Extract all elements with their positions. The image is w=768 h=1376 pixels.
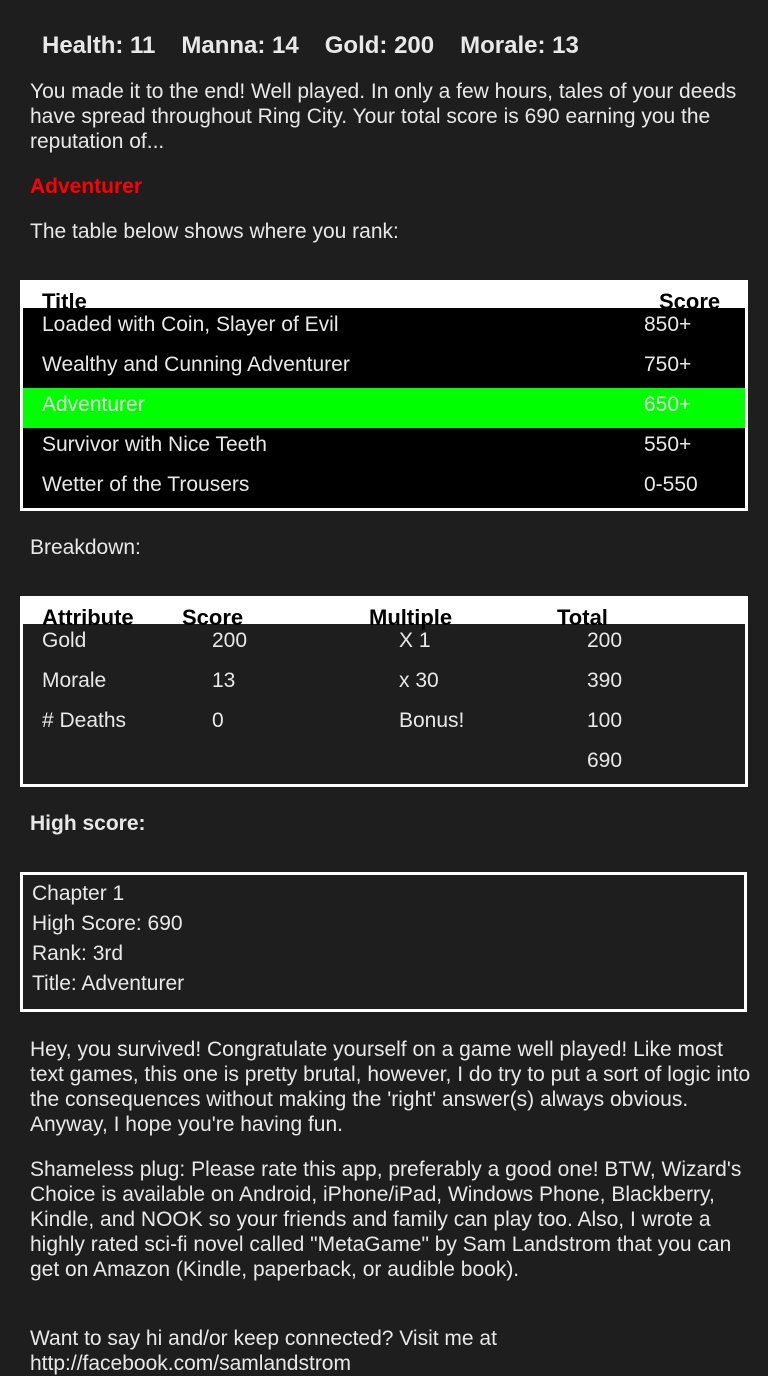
header-multiple: Multiple [369,605,453,630]
rank-title: Wealthy and Cunning Adventurer [42,353,350,376]
rank-score: 750+ [644,353,692,376]
breakdown-total: 390 [587,669,623,692]
table-intro: The table below shows where you rank: [30,220,399,243]
manna-stat: Manna: 14 [181,32,299,59]
rank-title: Survivor with Nice Teeth [42,433,267,456]
high-score-chapter: Chapter 1 [32,882,125,905]
breakdown-attribute: Morale [42,669,107,692]
breakdown-label: Breakdown: [30,536,141,559]
high-score-value: High Score: 690 [32,912,183,935]
stats-bar: Health: 11 Manna: 14 Gold: 200 Morale: 13 [42,33,605,58]
breakdown-score: 13 [212,669,236,692]
high-score-title: Title: Adventurer [32,972,185,995]
rank-row: Survivor with Nice Teeth 550+ [23,428,745,468]
breakdown-score: 200 [212,629,248,652]
rank-score: 850+ [644,313,692,336]
rank-title: Adventurer [42,393,145,416]
high-score-rank: Rank: 3rd [32,942,124,965]
rank-title: Loaded with Coin, Slayer of Evil [42,313,339,336]
rank-row: Wealthy and Cunning Adventurer 750+ [23,348,745,388]
plug-paragraph: Shameless plug: Please rate this app, pr… [30,1158,742,1281]
breakdown-row: 690 [23,744,745,784]
high-score-box: Chapter 1 High Score: 690 Rank: 3rd Titl… [20,872,747,1012]
breakdown-multiple: X 1 [399,629,431,652]
breakdown-attribute: Gold [42,629,87,652]
survived-paragraph: Hey, you survived! Congratulate yourself… [30,1038,751,1136]
reputation-title: Adventurer [30,175,143,198]
rank-row: Loaded with Coin, Slayer of Evil 850+ [23,308,745,348]
breakdown-table-header: Attribute Score Multiple Total [23,599,745,630]
rank-row: Wetter of the Trousers 0-550 [23,468,745,508]
breakdown-total: 690 [587,749,623,772]
breakdown-total: 100 [587,709,623,732]
breakdown-score: 0 [212,709,224,732]
rank-table: Title Score Loaded with Coin, Slayer of … [20,280,748,511]
intro-text: You made it to the end! Well played. In … [30,80,737,153]
high-score-label: High score: [30,812,146,835]
breakdown-total: 200 [587,629,623,652]
rank-table-header: Title Score [23,283,745,314]
rank-title: Wetter of the Trousers [42,473,250,496]
gold-stat: Gold: 200 [324,32,435,59]
rank-score: 650+ [644,393,692,416]
morale-stat: Morale: 13 [460,32,579,59]
rank-score: 550+ [644,433,692,456]
breakdown-table: Attribute Score Multiple Total Gold 200 X … [20,596,748,787]
breakdown-row: Gold 200 X 1 200 [23,624,745,664]
breakdown-row: Morale 13 x 30 390 [23,664,745,704]
rank-score: 0-550 [644,473,698,496]
breakdown-attribute: # Deaths [42,709,127,732]
header-score: Score [182,605,244,630]
header-attribute: Attribute [42,605,134,630]
contact-paragraph: Want to say hi and/or keep connected? Vi… [30,1327,497,1375]
breakdown-multiple: Bonus! [399,709,465,732]
breakdown-row: # Deaths 0 Bonus! 100 [23,704,745,744]
rank-row: Adventurer 650+ [23,388,745,428]
health-stat: Health: 11 [42,32,156,59]
breakdown-multiple: x 30 [399,669,439,692]
header-total: Total [557,605,608,630]
